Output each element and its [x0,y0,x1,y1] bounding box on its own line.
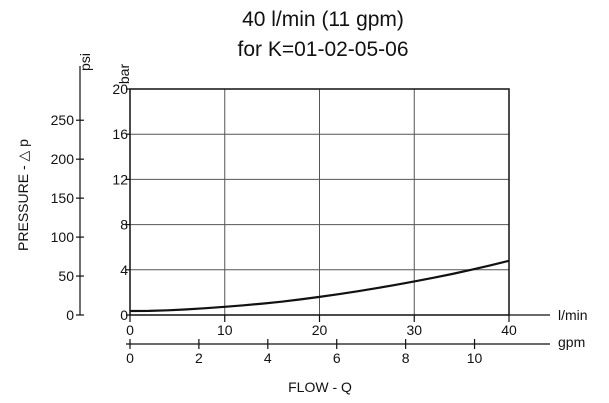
x-tick-label: 0 [126,322,134,338]
chart-title-line2: for K=01-02-05-06 [237,38,408,61]
psi-tick-label: 150 [51,190,75,206]
psi-tick-label: 50 [58,268,74,284]
y-tick-label: 16 [112,126,128,142]
psi-tick-label: 250 [51,112,75,128]
psi-tick-label: 100 [51,229,75,245]
psi-tick-label: 0 [66,307,74,323]
x-axis-label: FLOW - Q [288,379,352,395]
gpm-tick-label: 4 [264,350,272,366]
y-unit-bar: bar [116,64,132,85]
gpm-tick-label: 0 [126,350,134,366]
x-tick-label: 30 [406,322,422,338]
x-unit-gpm: gpm [558,334,585,350]
y-tick-label: 8 [120,217,128,233]
psi-tick-label: 200 [51,151,75,167]
x-tick-label: 10 [217,322,233,338]
x-tick-label: 40 [501,322,517,338]
y-tick-label: 0 [120,307,128,323]
y-tick-label: 20 [112,81,128,97]
x-tick-label: 20 [312,322,328,338]
chart-title-line1: 40 l/min (11 gpm) [242,8,404,31]
gpm-tick-label: 2 [195,350,203,366]
grid [130,89,509,315]
y-tick-label: 12 [112,171,128,187]
gpm-tick-label: 8 [402,350,410,366]
gpm-tick-label: 10 [467,350,483,366]
y-axis-label: PRESSURE - △ p [15,139,31,251]
series-line [129,259,510,313]
y-tick-label: 4 [120,262,128,278]
x-unit-lmin: l/min [558,307,588,323]
y-unit-psi: psi [77,53,93,71]
gpm-tick-label: 6 [333,350,341,366]
